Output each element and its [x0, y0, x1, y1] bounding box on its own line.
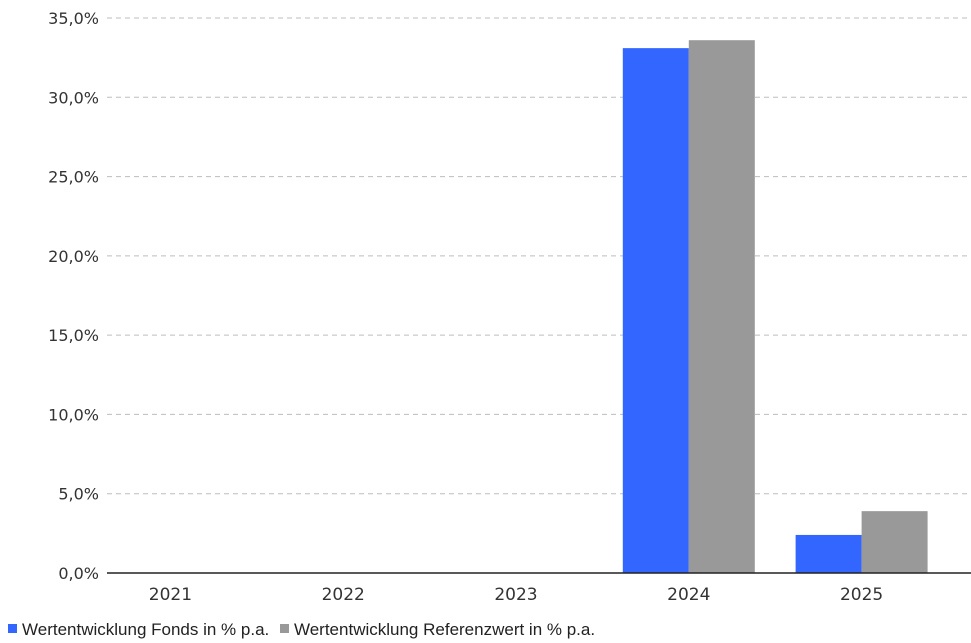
x-tick-label: 2025: [840, 585, 883, 605]
gridlines: [107, 17, 971, 495]
legend-swatch-referenzwert: [279, 624, 289, 633]
y-axis-tick-labels: 0,0% 5,0% 10,0% 15,0% 20,0% 25,0% 30,0% 35,0%: [48, 9, 99, 583]
x-axis-tick-labels: 2021 2022 2023 2024 2025: [149, 585, 883, 605]
bar-2025-fonds: [795, 534, 862, 573]
x-tick-label: 2021: [149, 585, 192, 605]
legend-swatch-fonds: [8, 624, 17, 633]
bars: [622, 40, 928, 574]
bar-chart: 0,0% 5,0% 10,0% 15,0% 20,0% 25,0% 30,0% 35,0% 2…: [48, 9, 971, 605]
x-tick-label: 2024: [667, 585, 710, 605]
y-tick-label: 10,0%: [48, 405, 99, 424]
legend-item-fonds: Wertentwicklung Fonds in % p.a.: [8, 620, 269, 640]
legend-label-fonds: Wertentwicklung Fonds in % p.a.: [22, 620, 270, 639]
legend: Wertentwicklung Fonds in % p.a. Wertentw…: [8, 620, 601, 640]
x-tick-label: 2022: [322, 585, 365, 605]
bar-2024-referenzwert: [688, 40, 755, 573]
y-tick-label: 30,0%: [48, 88, 99, 107]
y-tick-label: 5,0%: [58, 485, 99, 504]
bar-2024-fonds: [622, 48, 689, 574]
y-tick-label: 25,0%: [48, 168, 99, 187]
y-tick-label: 0,0%: [58, 564, 99, 583]
y-tick-label: 20,0%: [48, 247, 99, 266]
y-tick-label: 35,0%: [48, 9, 99, 28]
x-tick-label: 2023: [494, 585, 537, 605]
bar-2025-referenzwert: [861, 511, 928, 573]
y-tick-label: 15,0%: [48, 326, 99, 345]
legend-label-referenzwert: Wertentwicklung Referenzwert in % p.a.: [293, 620, 596, 639]
legend-item-referenzwert: Wertentwicklung Referenzwert in % p.a.: [279, 620, 596, 640]
